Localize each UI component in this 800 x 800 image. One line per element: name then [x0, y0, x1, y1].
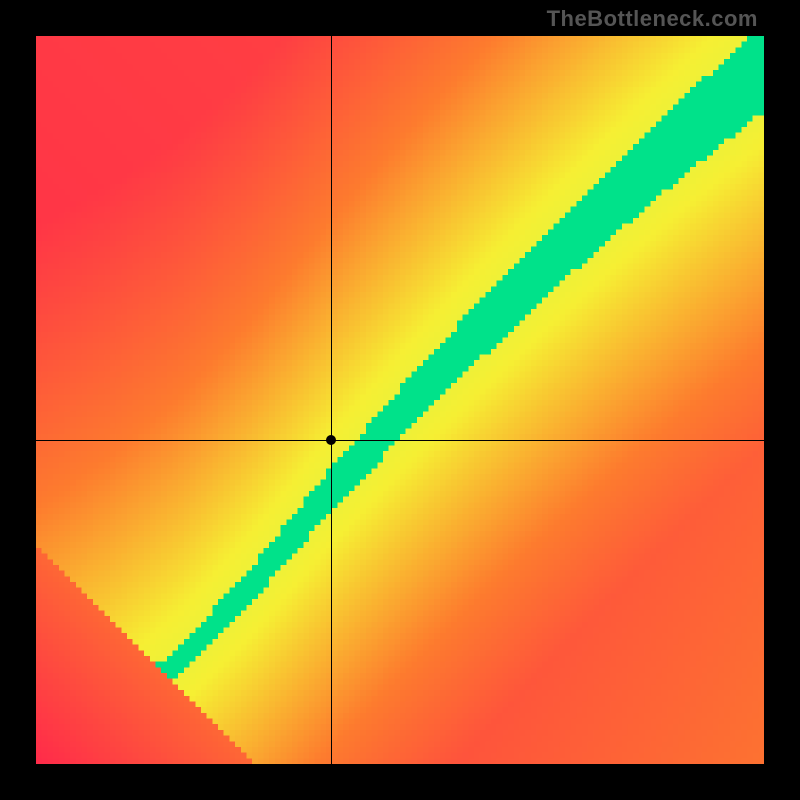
crosshair-vertical [331, 36, 332, 764]
chart-container: TheBottleneck.com [0, 0, 800, 800]
heatmap-canvas [36, 36, 764, 764]
watermark-text: TheBottleneck.com [547, 6, 758, 32]
crosshair-horizontal [36, 440, 764, 441]
crosshair-marker [326, 435, 336, 445]
